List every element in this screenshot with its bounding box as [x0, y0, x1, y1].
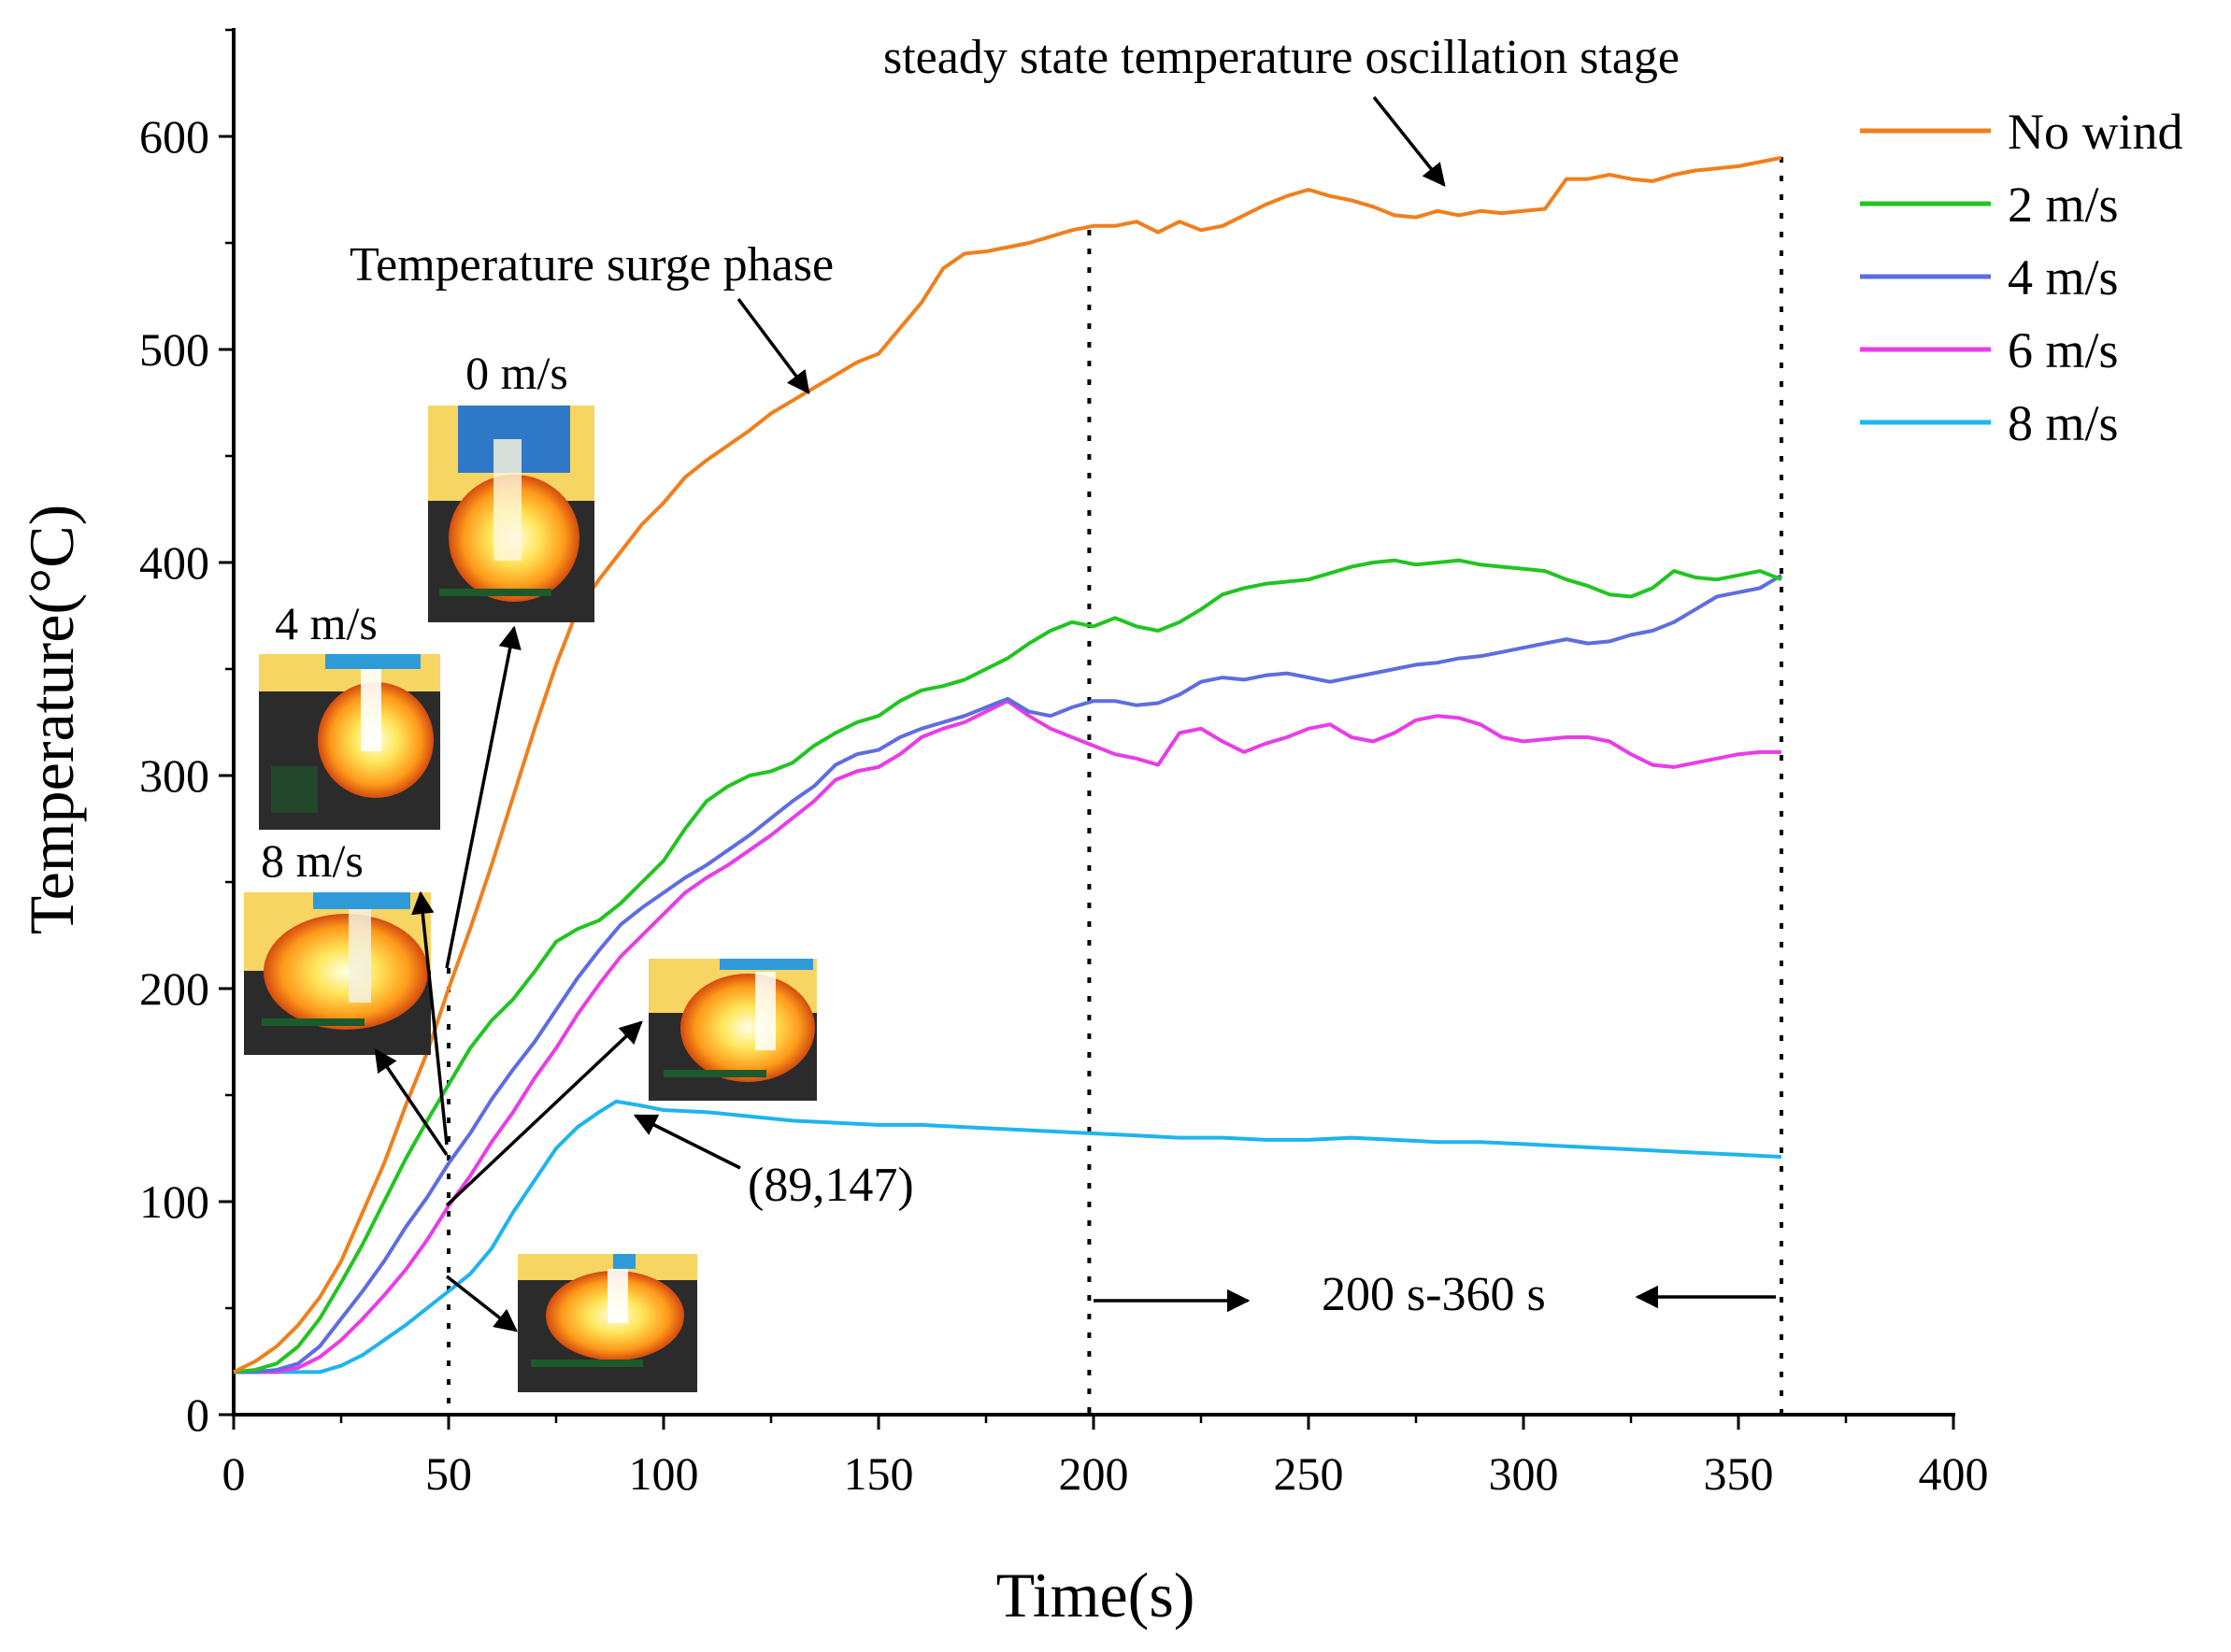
inset-0-ms: 0 m/s	[428, 347, 594, 622]
arrow-to-inset-0-ms	[445, 625, 522, 969]
arrow-to-inset-4-ms	[374, 1047, 449, 1156]
legend-label: 6 m/s	[2008, 322, 2119, 378]
annotation-steady-stage: steady state temperature oscillation sta…	[883, 31, 1680, 84]
flame-image-6-ms	[680, 974, 815, 1082]
inset-label-4-ms: 8 m/s	[261, 834, 364, 887]
y-tick-label: 300	[139, 749, 209, 802]
x-tick-label: 250	[1274, 1447, 1344, 1500]
x-tick-label: 100	[629, 1447, 699, 1500]
arrow-surge-phase	[737, 297, 810, 394]
y-tick-label: 100	[139, 1175, 209, 1228]
arrow-to-inset-2-ms	[411, 890, 449, 1146]
flame-insets: 0 m/s 4 m/s 8 m/s	[244, 347, 817, 1392]
inset-label-2-ms: 4 m/s	[275, 597, 378, 649]
arrow-steady-stage	[1372, 95, 1446, 187]
y-tick-label: 500	[139, 323, 209, 376]
legend-label: No wind	[2008, 104, 2183, 160]
x-tick-label: 350	[1704, 1447, 1774, 1500]
legend: No wind 2 m/s 4 m/s 6 m/s 8 m/s	[1860, 104, 2183, 451]
inset-8-ms	[518, 1254, 697, 1392]
y-tick-label: 200	[139, 962, 209, 1015]
series-line-4-m-s	[234, 573, 1783, 1374]
x-tick-label: 0	[222, 1447, 246, 1500]
x-tick-label: 200	[1059, 1447, 1129, 1500]
series-line-2-m-s	[233, 558, 1782, 1374]
inset-6-ms	[649, 959, 817, 1101]
inset-2-ms: 4 m/s	[259, 597, 440, 830]
x-tick-label: 300	[1489, 1447, 1559, 1500]
y-tick-label: 600	[139, 110, 209, 163]
y-ticks: 0 100 200 300 400 500 600	[139, 28, 234, 1441]
axes	[232, 28, 1955, 1417]
series-group	[233, 155, 1783, 1374]
annotation-surge-phase: Temperature surge phase	[350, 238, 834, 292]
y-tick-label: 400	[139, 536, 209, 589]
series-line-8-m-s	[234, 1099, 1782, 1374]
inset-label-0-ms: 0 m/s	[465, 347, 568, 399]
arrow-peak-point	[633, 1114, 741, 1170]
y-axis-title: Temperature(°C)	[16, 505, 87, 934]
legend-label: 2 m/s	[2008, 177, 2119, 233]
x-tick-label: 150	[844, 1447, 914, 1500]
arrow-to-inset-6-ms	[445, 1020, 643, 1207]
flame-image-4-ms	[264, 914, 428, 1030]
reference-lines	[447, 157, 1783, 1415]
series-line-6-m-s	[234, 699, 1781, 1374]
legend-label: 4 m/s	[2008, 249, 2119, 306]
annotations: steady state temperature oscillation sta…	[350, 31, 1776, 1321]
y-tick-label: 0	[186, 1389, 209, 1441]
annotation-range-label: 200 s-360 s	[1322, 1268, 1546, 1321]
inset-4-ms: 8 m/s	[244, 834, 431, 1055]
legend-label: 8 m/s	[2008, 395, 2119, 451]
x-axis-title: Time(s)	[996, 1559, 1195, 1631]
series-line-no-wind	[233, 155, 1782, 1374]
annotation-peak-point: (89,147)	[748, 1159, 914, 1212]
inset-arrows	[374, 625, 643, 1332]
x-tick-label: 50	[425, 1447, 472, 1500]
arrow-to-inset-8-ms	[445, 1275, 518, 1332]
x-tick-label: 400	[1919, 1447, 1989, 1500]
x-ticks: 0 50 100 150 200 250 300 350 400	[222, 1415, 1989, 1500]
